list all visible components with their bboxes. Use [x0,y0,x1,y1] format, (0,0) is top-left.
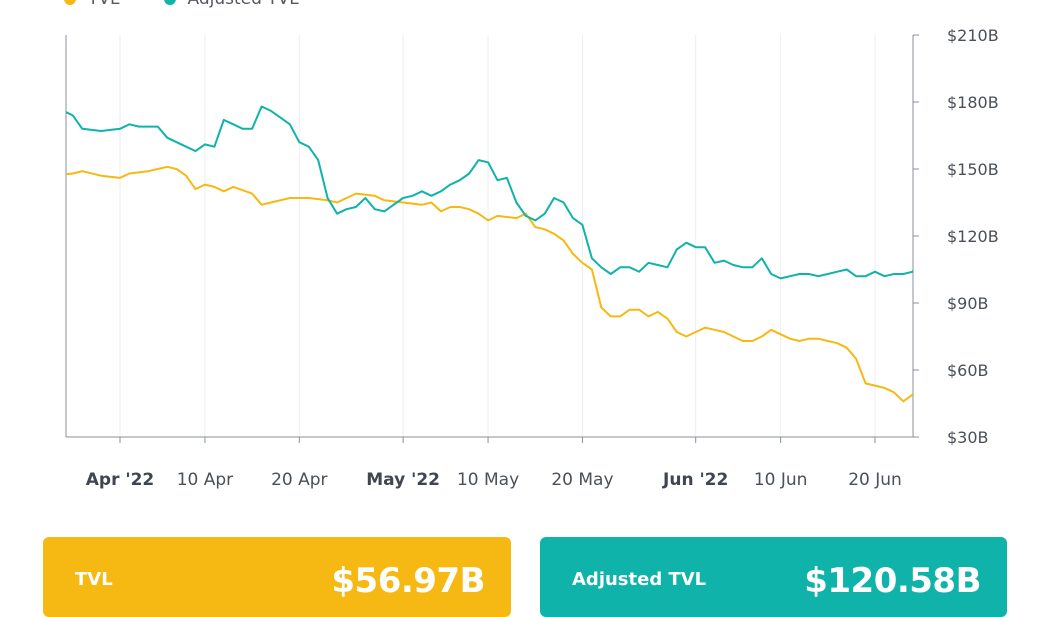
grid [119,35,876,437]
tvl-card-value: $56.97B [331,561,485,601]
tvl-summary-card: TVL $56.97B [43,537,511,617]
y-tick-label: $120B [947,227,999,246]
legend-item-adjusted-tvl[interactable]: Adjusted TVL [163,0,299,9]
legend: TVL Adjusted TVL [64,0,299,9]
x-tick-labels: Apr '22 10 Apr 20 Apr May '22 10 May 20 May Ju… [86,470,902,490]
adjusted-tvl-card-label: Adjusted TVL [572,569,707,590]
legend-dot-tvl-icon [64,0,76,5]
x-tick-label: 10 Apr [177,470,233,490]
x-tick-label: 20 Jun [848,470,902,490]
adjusted-tvl-summary-card: Adjusted TVL $120.58B [540,537,1007,617]
x-tick-label: 20 Apr [271,470,327,490]
tvl-line-chart: $210B $180B $150B $120B $90B $60B $30B Apr '22… [45,26,999,490]
x-tick-label: 20 May [551,470,613,490]
series-lines [45,98,942,403]
y-tick-label: $180B [947,93,999,112]
legend-item-tvl[interactable]: TVL [64,0,120,9]
y-tick-label: $90B [947,294,989,313]
y-tick-label: $210B [947,26,999,45]
x-tick-label: Jun '22 [662,470,728,490]
legend-dot-adjusted-tvl-icon [163,0,176,5]
y-tick-label: $60B [947,361,989,380]
y-tick-label: $150B [947,160,999,179]
x-tick-label: 10 May [457,470,519,490]
y-tick-label: $30B [947,428,989,447]
legend-label-tvl: TVL [88,0,120,9]
tvl-card-label: TVL [75,569,113,590]
legend-label-adjusted-tvl: Adjusted TVL [188,0,299,9]
x-tick-label: 10 Jun [754,470,808,490]
tvl-series-line[interactable] [45,165,942,403]
adjusted-tvl-card-value: $120.58B [804,561,981,601]
x-tick-label: May '22 [366,470,440,490]
y-tick-labels: $210B $180B $150B $120B $90B $60B $30B [947,26,999,447]
axes [65,34,919,443]
adjusted-tvl-series-line[interactable] [45,98,932,280]
x-tick-label: Apr '22 [86,470,155,490]
